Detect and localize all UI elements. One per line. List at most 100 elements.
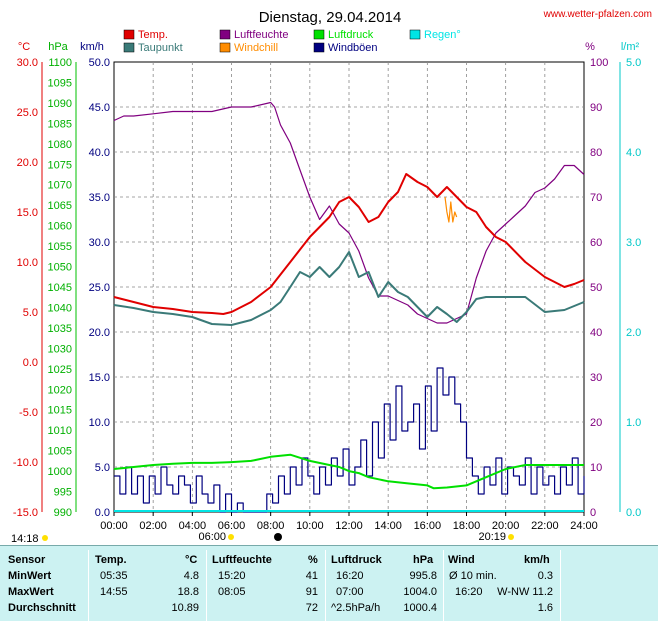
legend-label: Windböen — [328, 42, 378, 54]
sunrise-icon — [228, 534, 234, 540]
max-wind-value: W-NW 11.2 — [497, 586, 553, 598]
temp-tick-label: 10.0 — [17, 257, 38, 269]
temp-tick-label: 5.0 — [23, 307, 38, 319]
temp-tick-label: -15.0 — [13, 507, 38, 519]
avg-temp-value: 10.89 — [171, 602, 199, 614]
humidity-tick-label: 0 — [590, 507, 596, 519]
wind-tick-label: 15.0 — [89, 372, 110, 384]
x-tick-label: 02:00 — [139, 520, 167, 532]
temp-tick-label: 25.0 — [17, 107, 38, 119]
temperature-line — [113, 173, 585, 315]
pressure-tick-label: 1055 — [48, 241, 72, 253]
header-sensor: Sensor — [8, 554, 46, 566]
legend-swatch — [123, 42, 135, 53]
header-pressure-unit: hPa — [413, 554, 434, 566]
pressure-tick-label: 1005 — [48, 446, 72, 458]
left-time-label: 14:18 — [11, 533, 39, 545]
wind-tick-label: 35.0 — [89, 192, 110, 204]
x-tick-label: 22:00 — [531, 520, 559, 532]
wind-axis-unit: km/h — [80, 41, 104, 53]
pressure-tick-label: 1050 — [48, 262, 72, 274]
dewpoint-line — [113, 251, 585, 326]
chart-series — [113, 101, 585, 513]
pressure-tick-label: 1015 — [48, 405, 72, 417]
wind-tick-label: 0.0 — [95, 507, 110, 519]
sunrise-label: 06:00 — [198, 531, 226, 543]
sunset-icon — [508, 534, 514, 540]
x-tick-label: 16:00 — [414, 520, 442, 532]
wind-tick-label: 25.0 — [89, 282, 110, 294]
header-pressure: Luftdruck — [331, 554, 382, 566]
pressure-tick-label: 1080 — [48, 139, 72, 151]
row-min-label: MinWert — [8, 570, 52, 582]
legend-label: Luftdruck — [328, 29, 374, 41]
x-tick-label: 18:00 — [453, 520, 481, 532]
legend-entry: Luftdruck — [313, 29, 374, 41]
pressure-axis-unit: hPa — [48, 41, 68, 53]
x-tick-label: 12:00 — [335, 520, 363, 532]
pressure-line — [113, 453, 584, 490]
sunset-label: 20:19 — [478, 531, 506, 543]
legend-label: Temp. — [138, 29, 168, 41]
row-avg-label: Durchschnitt — [8, 602, 76, 614]
pressure-tick-label: 1100 — [48, 57, 72, 69]
now-marker-icon — [274, 533, 282, 541]
rain-tick-label: 4.0 — [626, 147, 641, 159]
min-temp-value: 4.8 — [183, 570, 199, 582]
rain-tick-label: 5.0 — [626, 57, 641, 69]
max-humidity-value: 91 — [305, 586, 318, 598]
min-wind-value: 0.3 — [537, 570, 553, 582]
pressure-tick-label: 990 — [54, 507, 72, 519]
left-axes: 30.0 25.0 20.0 15.0 10.0 5.0 0.0 -5.0 -10.0 -15.0… — [13, 57, 110, 519]
legend-entry: Taupunkt — [123, 42, 183, 54]
legend-swatch — [219, 42, 231, 53]
pressure-tick-label: 1035 — [48, 323, 72, 335]
pressure-tick-label: 1025 — [48, 364, 72, 376]
temp-tick-label: 15.0 — [17, 207, 38, 219]
wind-tick-label: 30.0 — [89, 237, 110, 249]
humidity-tick-label: 30 — [590, 372, 602, 384]
temp-tick-label: -5.0 — [19, 407, 38, 419]
min-pressure-value: 995.8 — [409, 570, 437, 582]
legend-swatch — [219, 29, 231, 40]
legend-swatch — [313, 29, 325, 40]
pressure-tick-label: 1040 — [48, 302, 72, 314]
legend-entry: Windböen — [313, 42, 378, 54]
x-tick-label: 06:00 — [218, 520, 246, 532]
humidity-tick-label: 50 — [590, 282, 602, 294]
humidity-tick-label: 60 — [590, 237, 602, 249]
pressure-tick-label: 995 — [54, 487, 72, 499]
weather-chart: Dienstag, 29.04.2014 www.wetter-pfalzen.… — [11, 9, 652, 545]
legend-label: Luftfeuchte — [234, 29, 288, 41]
humidity-tick-label: 80 — [590, 147, 602, 159]
max-wind-time: 16:20 — [455, 586, 483, 598]
rain-tick-label: 3.0 — [626, 237, 641, 249]
max-humidity-time: 08:05 — [218, 586, 246, 598]
pressure-tick-label: 1075 — [48, 159, 72, 171]
x-axis: 00:00 02:00 04:00 06:00 08:00 10:00 12:00 14:00… — [100, 512, 598, 532]
legend-entry: Luftfeuchte — [219, 29, 288, 41]
site-link[interactable]: www.wetter-pfalzen.com — [543, 9, 652, 20]
pressure-tick-label: 1045 — [48, 282, 72, 294]
pressure-tick-label: 1070 — [48, 180, 72, 192]
max-temp-time: 14:55 — [100, 586, 128, 598]
humidity-axis-unit: % — [585, 41, 595, 53]
x-tick-label: 14:00 — [374, 520, 402, 532]
x-tick-label: 00:00 — [100, 520, 128, 532]
pressure-tick-label: 1065 — [48, 200, 72, 212]
legend-label: Windchill — [234, 42, 278, 54]
rain-tick-label: 2.0 — [626, 327, 641, 339]
legend-swatch — [409, 29, 421, 40]
header-humidity: Luftfeuchte — [212, 554, 272, 566]
x-tick-label: 08:00 — [257, 520, 285, 532]
humidity-tick-label: 10 — [590, 462, 602, 474]
pressure-tick-label: 1085 — [48, 118, 72, 130]
chart-title: Dienstag, 29.04.2014 — [259, 9, 402, 26]
header-wind: Wind — [448, 554, 475, 566]
min-humidity-time: 15:20 — [218, 570, 246, 582]
row-max-label: MaxWert — [8, 586, 54, 598]
rain-tick-label: 1.0 — [626, 417, 641, 429]
min-humidity-value: 41 — [305, 570, 318, 582]
temp-axis-unit: °C — [18, 41, 30, 53]
